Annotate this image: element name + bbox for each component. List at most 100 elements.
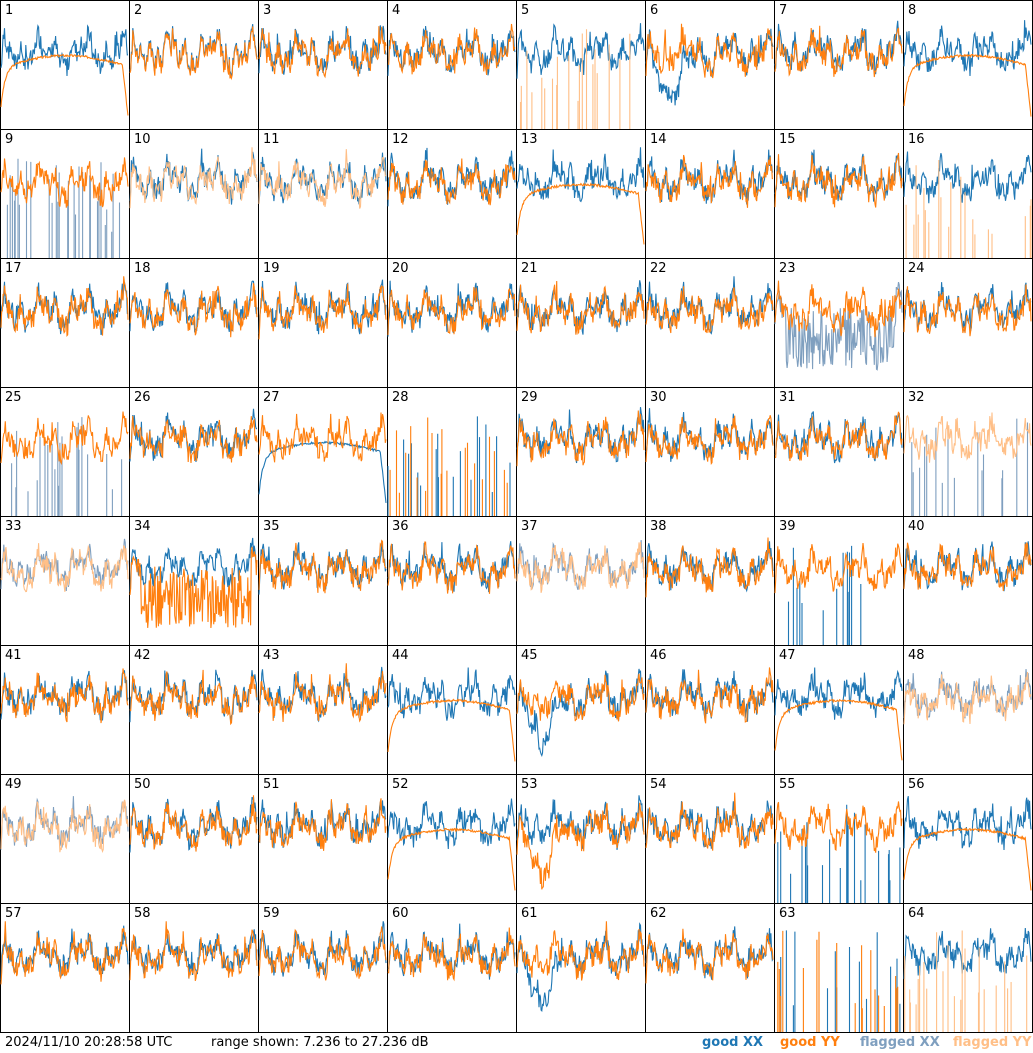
series-yy-line: [258, 539, 387, 594]
panel-46: 46: [645, 645, 775, 775]
panel-36: 36: [387, 516, 517, 646]
panel-34: 34: [129, 516, 259, 646]
footer-bar: 2024/11/10 20:28:58 UTC range shown: 7.2…: [0, 1033, 1033, 1053]
panel-label: 2: [134, 3, 142, 18]
panel-48: 48: [903, 645, 1033, 775]
legend-good-yy: good YY: [780, 1035, 840, 1050]
series-xx-line: [11, 417, 123, 516]
panel-frame: [774, 774, 904, 904]
series-yy-line: [903, 412, 1032, 463]
panel-45: 45: [516, 645, 646, 775]
series-yy-line: [516, 802, 645, 890]
panel-label: 53: [521, 777, 538, 792]
series-xx-line: [777, 804, 901, 903]
panel-38: 38: [645, 516, 775, 646]
panel-10: 10: [129, 129, 259, 259]
panel-33: 33: [0, 516, 130, 646]
series-yy-line: [129, 546, 258, 629]
panel-label: 42: [134, 648, 151, 663]
series-yy-line: [258, 663, 387, 723]
panel-frame: [774, 516, 904, 646]
series-xx-line: [387, 416, 511, 516]
panel-61: 61: [516, 903, 646, 1033]
panel-label: 26: [134, 390, 151, 405]
series-yy-line: [0, 53, 129, 116]
panel-11: 11: [258, 129, 388, 259]
panel-label: 1: [5, 3, 13, 18]
panel-7: 7: [774, 0, 904, 130]
series-yy-line: [645, 928, 774, 984]
panel-62: 62: [645, 903, 775, 1033]
panel-label: 52: [392, 777, 409, 792]
series-xx-line: [516, 147, 645, 203]
panel-label: 24: [908, 261, 925, 276]
panel-56: 56: [903, 774, 1033, 904]
panel-64: 64: [903, 903, 1033, 1033]
panel-frame: [774, 0, 904, 130]
panel-22: 22: [645, 258, 775, 388]
series-xx-line: [6, 158, 121, 258]
series-yy-line: [387, 541, 516, 594]
series-yy-line: [388, 23, 516, 75]
panel-label: 11: [263, 132, 280, 147]
series-yy-line: [0, 799, 129, 853]
panel-label: 61: [521, 906, 538, 921]
panel-label: 20: [392, 261, 409, 276]
series-xx-line: [903, 151, 1032, 204]
panel-13: 13: [516, 129, 646, 259]
series-yy-line: [258, 149, 387, 209]
series-xx-line: [903, 282, 1032, 332]
panel-label: 23: [779, 261, 796, 276]
panel-label: 55: [779, 777, 796, 792]
panel-16: 16: [903, 129, 1033, 259]
series-xx-line: [645, 800, 774, 850]
series-xx-line: [645, 669, 774, 722]
series-xx-line: [774, 281, 903, 371]
series-xx-line: [903, 20, 1032, 77]
panel-label: 48: [908, 648, 925, 663]
panel-label: 9: [5, 132, 13, 147]
panel-label: 51: [263, 777, 280, 792]
series-yy-line: [904, 930, 1028, 1032]
panel-label: 10: [134, 132, 151, 147]
panel-label: 62: [650, 906, 667, 921]
series-yy-line: [903, 542, 1032, 592]
panel-label: 44: [392, 648, 409, 663]
panel-label: 15: [779, 132, 796, 147]
panel-23: 23: [774, 258, 904, 388]
panel-label: 18: [134, 261, 151, 276]
series-xx-line: [0, 538, 129, 592]
series-xx-line: [774, 20, 903, 75]
panel-label: 39: [779, 519, 796, 534]
legend-good-xx: good XX: [702, 1035, 764, 1050]
panel-42: 42: [129, 645, 259, 775]
panel-47: 47: [774, 645, 904, 775]
series-yy-line: [258, 283, 387, 340]
panel-57: 57: [0, 903, 130, 1033]
series-xx-line: [516, 23, 645, 79]
series-xx-line: [774, 667, 903, 720]
panel-41: 41: [0, 645, 130, 775]
panel-54: 54: [645, 774, 775, 904]
panel-52: 52: [387, 774, 517, 904]
series-yy-line: [645, 286, 774, 334]
panel-label: 4: [392, 3, 400, 18]
panel-label: 27: [263, 390, 280, 405]
panel-60: 60: [387, 903, 517, 1033]
panel-label: 49: [5, 777, 22, 792]
panel-44: 44: [387, 645, 517, 775]
panel-label: 56: [908, 777, 925, 792]
panel-25: 25: [0, 387, 130, 517]
panel-label: 30: [650, 390, 667, 405]
panel-label: 7: [779, 3, 787, 18]
panel-label: 13: [521, 132, 538, 147]
series-yy-line: [387, 698, 516, 762]
panel-53: 53: [516, 774, 646, 904]
series-xx-line: [258, 152, 387, 205]
series-yy-line: [258, 798, 387, 851]
panel-6: 6: [645, 0, 775, 130]
series-yy-line: [645, 667, 774, 724]
panel-label: 6: [650, 3, 658, 18]
panel-label: 28: [392, 390, 409, 405]
series-xx-line: [903, 927, 1032, 979]
